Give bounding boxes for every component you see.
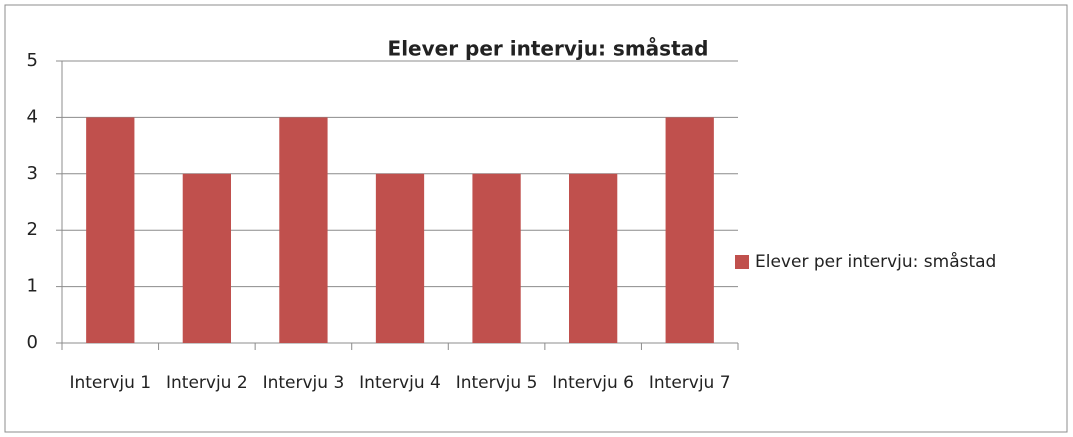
x-tick-label: Intervju 3	[262, 373, 345, 393]
bar	[472, 173, 521, 343]
legend-swatch	[735, 255, 749, 269]
y-tick-label: 3	[27, 163, 38, 184]
bar	[375, 173, 425, 343]
bar	[182, 173, 231, 343]
x-tick-label: Intervju 1	[69, 373, 152, 393]
x-tick-label: Intervju 6	[552, 373, 634, 393]
x-tick-label: Intervju 7	[648, 373, 731, 393]
y-tick-label: 2	[27, 219, 38, 240]
bar	[569, 173, 618, 343]
y-tick-label: 5	[27, 50, 38, 71]
x-tick-label: Intervju 5	[455, 373, 538, 393]
chart-title: Elever per intervju: småstad	[388, 37, 709, 61]
legend-label: Elever per intervju: småstad	[755, 251, 996, 272]
bar	[279, 117, 328, 344]
chart-border	[4, 4, 1068, 433]
y-tick-label: 4	[27, 106, 38, 127]
y-tick-label: 1	[27, 276, 38, 297]
x-tick-label: Intervju 4	[359, 373, 441, 393]
x-tick-label: Intervju 2	[166, 373, 248, 393]
y-tick-label: 0	[27, 332, 38, 353]
bar	[86, 117, 135, 344]
bar	[665, 117, 714, 344]
